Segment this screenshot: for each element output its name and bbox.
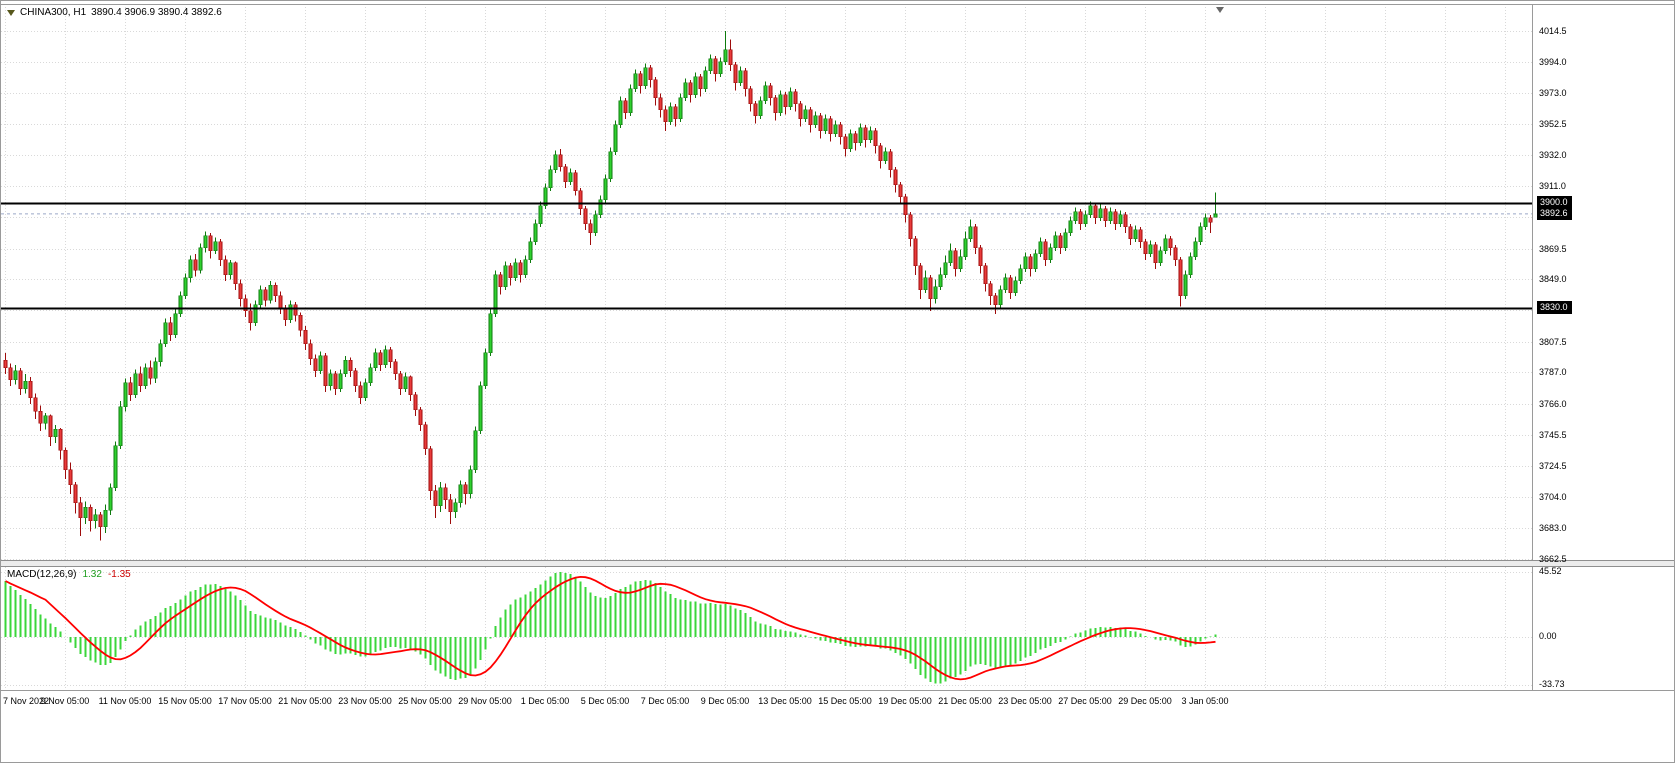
price-axis-label: 3911.0: [1539, 181, 1566, 192]
time-axis-label: 23 Dec 05:00: [998, 696, 1052, 706]
time-axis-label: 7 Nov 2022: [3, 696, 50, 706]
macd-axis-min-label: -33.73: [1539, 679, 1565, 689]
macd-signal-line: [5, 575, 1216, 681]
price-axis-label: 3932.0: [1539, 149, 1567, 160]
price-axis-label: 3724.5: [1539, 461, 1567, 471]
hline-price-badge: 3830.0: [1537, 300, 1572, 314]
time-axis[interactable]: 7 Nov 2022 9 Nov 05:00 11 Nov 05:00 15 Nov …: [1, 691, 1674, 715]
price-axis-label: 3994.0: [1539, 56, 1567, 67]
time-axis-label: 7 Dec 05:00: [640, 696, 690, 706]
time-axis-label: 23 Nov 05:00: [338, 696, 392, 706]
symbol-title: CHINA300, H1 3890.4 3906.9 3890.4 3892.6: [7, 7, 222, 18]
time-axis-label: 17 Nov 05:00: [218, 696, 272, 706]
price-axis-label: 3849.0: [1539, 274, 1567, 285]
price-axis-label: 3704.0: [1539, 491, 1567, 502]
time-axis-label: 9 Dec 05:00: [700, 696, 750, 706]
time-axis-label: 29 Nov 05:00: [458, 696, 512, 706]
time-axis-label: 5 Dec 05:00: [580, 696, 630, 706]
pane-borders: [1, 4, 1674, 691]
current-price-badge: 3892.6: [1537, 206, 1572, 220]
time-axis-label: 9 Nov 05:00: [40, 696, 90, 706]
candlestick-series: [3, 31, 1218, 541]
price-axis[interactable]: 4014.5 3994.0 3973.0 3952.5 3932.0 3911.0 3869…: [1533, 1, 1674, 762]
time-axis-label: 21 Nov 05:00: [278, 696, 332, 706]
macd-axis-max-label: 45.52: [1539, 566, 1562, 576]
macd-indicator-title: MACD(12,26,9) 1.32 -1.35: [7, 569, 131, 580]
price-axis-label: 3766.0: [1539, 398, 1567, 409]
price-axis-label: 3807.5: [1539, 336, 1567, 347]
time-axis-label: 21 Dec 05:00: [938, 696, 992, 706]
time-axis-label: 3 Jan 05:00: [1181, 696, 1229, 706]
horizontal-line-objects[interactable]: [1, 202, 1532, 310]
macd-label: MACD(12,26,9): [7, 569, 77, 580]
time-axis-label: 19 Dec 05:00: [878, 696, 932, 706]
price-axis-label: 3683.0: [1539, 523, 1567, 534]
symbol-name: CHINA300, H1: [20, 7, 87, 18]
price-axis-label: 3952.5: [1539, 119, 1567, 129]
time-axis-label: 27 Dec 05:00: [1058, 696, 1112, 706]
price-axis-label: 3787.0: [1539, 367, 1567, 378]
time-axis-label: 15 Nov 05:00: [158, 696, 212, 706]
time-axis-label: 1 Dec 05:00: [520, 696, 570, 706]
symbol-marker-icon[interactable]: [7, 9, 15, 16]
price-axis-label: 3662.5: [1539, 554, 1567, 564]
grid: [1, 4, 1532, 689]
price-axis-label: 3973.0: [1539, 88, 1567, 99]
time-axis-label: 13 Dec 05:00: [758, 696, 812, 706]
pane-separator[interactable]: [1, 560, 1674, 567]
time-axis-label: 25 Nov 05:00: [398, 696, 452, 706]
price-axis-label: 3745.5: [1539, 429, 1567, 440]
macd-signal-value: -1.35: [107, 569, 131, 580]
macd-main-value: 1.32: [82, 569, 102, 580]
price-axis-label: 4014.5: [1539, 26, 1567, 36]
symbol-ohlc: 3890.4 3906.9 3890.4 3892.6: [91, 7, 222, 18]
time-axis-label: 11 Nov 05:00: [98, 696, 152, 706]
chart-shift-marker-icon[interactable]: [1216, 7, 1224, 13]
macd-histogram: [4, 572, 1217, 684]
time-axis-label: 29 Dec 05:00: [1118, 696, 1172, 706]
time-axis-label: 15 Dec 05:00: [818, 696, 872, 706]
hline-price-badge: 3900.0: [1537, 195, 1572, 209]
price-axis-label: 3869.5: [1539, 243, 1567, 254]
macd-axis-zero-label: 0.00: [1539, 631, 1557, 641]
